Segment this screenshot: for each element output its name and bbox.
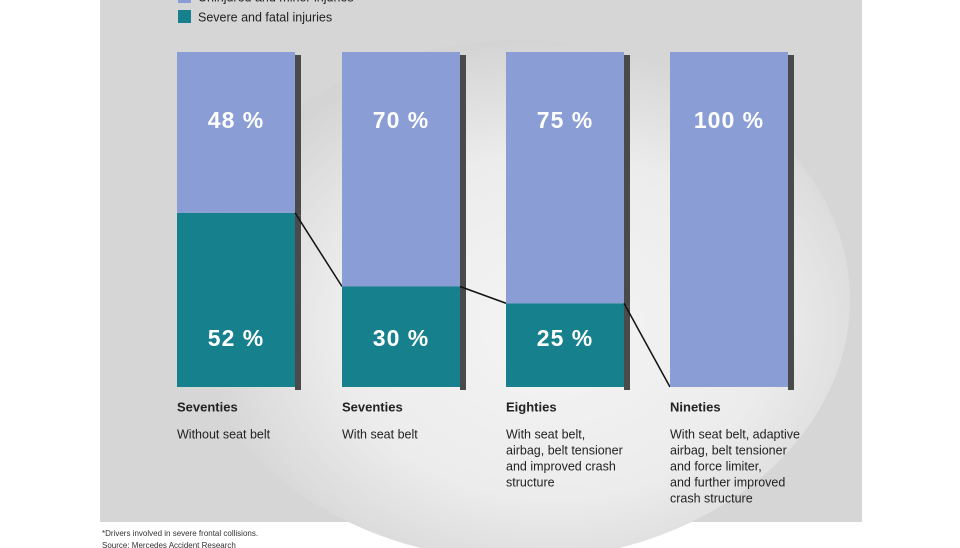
category-description: Without seat belt — [177, 427, 271, 441]
bar-side — [295, 55, 301, 216]
bar-segment — [506, 303, 624, 387]
category-description: With seat belt — [342, 427, 418, 441]
value-label: 100 % — [694, 107, 764, 133]
category-description: airbag, belt tensioner — [670, 443, 787, 457]
connector-line — [459, 285, 507, 304]
bar-segment — [177, 212, 295, 387]
category-label: Eighties — [506, 399, 557, 414]
bar-segment — [177, 52, 295, 213]
category-description: structure — [506, 475, 555, 489]
value-label: 48 % — [208, 107, 264, 133]
legend-label: Uninjured and minor injuries — [198, 0, 354, 4]
bar-side — [624, 306, 630, 390]
bar-side — [460, 289, 466, 390]
bar-side — [295, 215, 301, 390]
bar-side — [624, 55, 630, 307]
legend-swatch — [178, 0, 191, 3]
bar-segment — [342, 286, 460, 387]
category-description: and improved crash — [506, 459, 616, 473]
category-description: and force limiter, — [670, 459, 762, 473]
value-label: 75 % — [537, 107, 593, 133]
legend-swatch — [178, 10, 191, 23]
bar-side — [460, 55, 466, 290]
value-label: 52 % — [208, 325, 264, 351]
category-label: Nineties — [670, 399, 721, 414]
footnote: Source: Mercedes Accident Research — [102, 541, 236, 548]
connector-line — [623, 302, 671, 388]
bar-side — [788, 55, 794, 390]
category-description: airbag, belt tensioner — [506, 443, 623, 457]
bar-segment — [506, 52, 624, 304]
value-label: 30 % — [373, 325, 429, 351]
category-label: Seventies — [342, 399, 403, 414]
legend-label: Severe and fatal injuries — [198, 10, 332, 24]
bar-segment — [670, 52, 788, 387]
bar-segment — [342, 52, 460, 287]
value-label: 25 % — [537, 325, 593, 351]
category-description: crash structure — [670, 491, 753, 505]
value-label: 70 % — [373, 107, 429, 133]
category-description: With seat belt, — [506, 427, 585, 441]
category-description: and further improved — [670, 475, 785, 489]
connector-line — [294, 212, 343, 287]
category-label: Seventies — [177, 399, 238, 414]
footnote: *Drivers involved in severe frontal coll… — [102, 529, 258, 538]
category-description: With seat belt, adaptive — [670, 427, 800, 441]
